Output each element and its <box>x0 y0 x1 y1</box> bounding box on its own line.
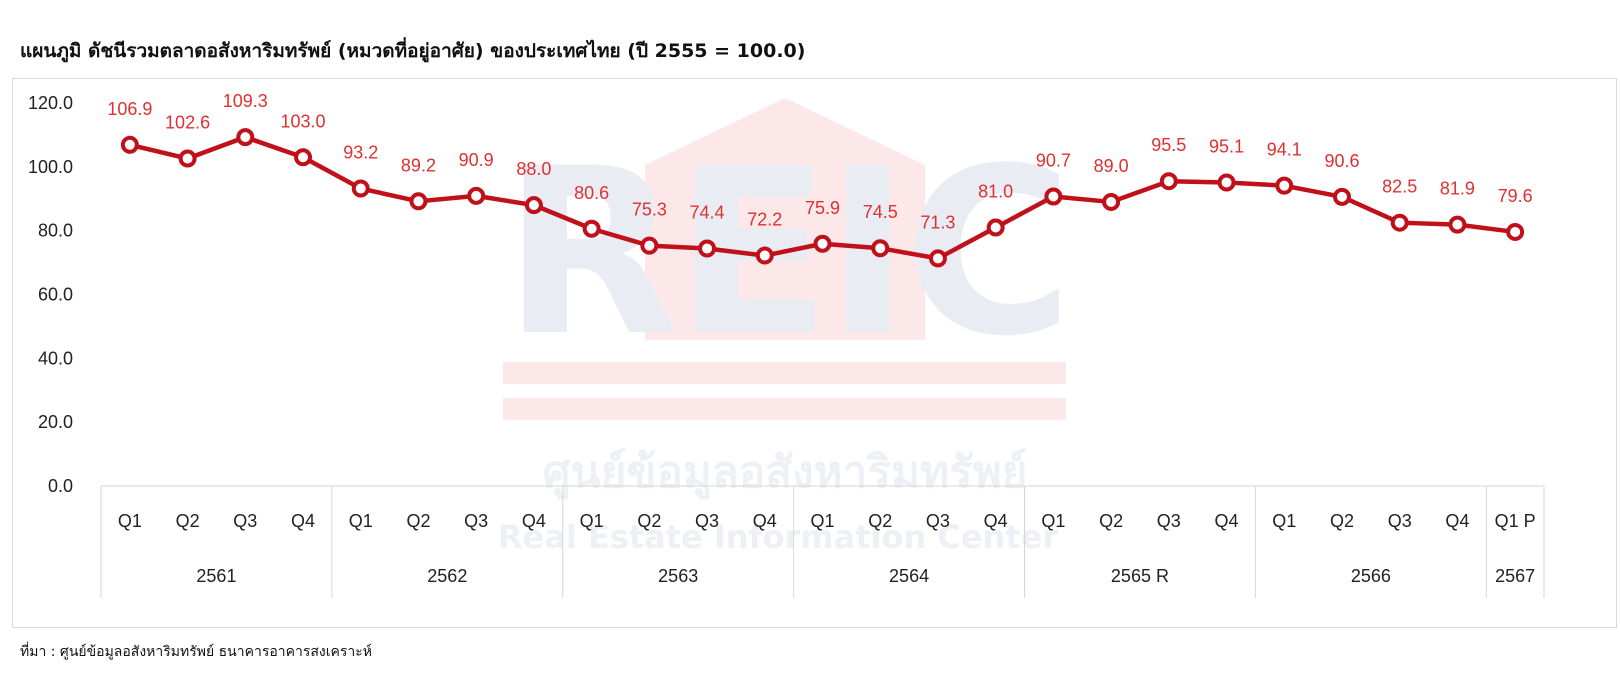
year-group-label: 2561 <box>196 566 236 586</box>
quarter-tick-label: Q3 <box>464 511 488 531</box>
quarter-tick-label: Q2 <box>1099 511 1123 531</box>
data-label: 94.1 <box>1267 140 1302 160</box>
y-tick-label: 20.0 <box>38 412 73 432</box>
data-point <box>928 249 947 268</box>
data-label: 109.3 <box>223 91 268 111</box>
data-point <box>698 239 717 258</box>
y-tick-label: 100.0 <box>28 157 73 177</box>
quarter-tick-label: Q2 <box>176 511 200 531</box>
quarter-tick-label: Q1 <box>349 511 373 531</box>
reic-watermark-logo: REIC ศูนย์ข้อมูลอสังหาริมทรัพย์ Real Est… <box>498 98 1073 556</box>
data-point <box>1159 172 1178 191</box>
data-point <box>1448 215 1467 234</box>
data-point <box>524 196 543 215</box>
data-point <box>755 246 774 265</box>
data-label: 90.9 <box>459 150 494 170</box>
quarter-tick-label: Q4 <box>984 511 1008 531</box>
quarter-tick-label: Q3 <box>1157 511 1181 531</box>
quarter-tick-label: Q3 <box>926 511 950 531</box>
data-point <box>294 148 313 167</box>
data-label: 81.9 <box>1440 179 1475 199</box>
data-label: 88.0 <box>516 159 551 179</box>
data-point <box>640 236 659 255</box>
quarter-tick-label: Q1 P <box>1495 511 1536 531</box>
y-tick-label: 120.0 <box>28 93 73 113</box>
year-group-label: 2567 <box>1495 566 1535 586</box>
year-group-label: 2565 R <box>1111 566 1169 586</box>
data-point <box>1217 173 1236 192</box>
data-point <box>178 149 197 168</box>
source-note: ที่มา : ศูนย์ข้อมูลอสังหาริมทรัพย์ ธนาคา… <box>20 644 373 660</box>
data-label: 74.5 <box>863 202 898 222</box>
chart-title: แผนภูมิ ดัชนีรวมตลาดอสังหาริมทรัพย์ (หมว… <box>20 40 806 62</box>
quarter-tick-label: Q1 <box>810 511 834 531</box>
data-point <box>813 234 832 253</box>
data-label: 95.1 <box>1209 136 1244 156</box>
data-point <box>871 239 890 258</box>
data-label: 89.0 <box>1094 156 1129 176</box>
data-point <box>1102 192 1121 211</box>
quarter-tick-label: Q4 <box>1215 511 1239 531</box>
y-tick-label: 0.0 <box>48 476 73 496</box>
data-label: 75.3 <box>632 200 667 220</box>
quarter-tick-label: Q2 <box>868 511 892 531</box>
data-label: 89.2 <box>401 155 436 175</box>
data-point <box>236 128 255 147</box>
quarter-tick-label: Q1 <box>1272 511 1296 531</box>
quarter-tick-label: Q3 <box>695 511 719 531</box>
data-label: 75.9 <box>805 198 840 218</box>
quarter-tick-label: Q4 <box>291 511 315 531</box>
data-point <box>467 186 486 205</box>
data-label: 93.2 <box>343 143 378 163</box>
data-label: 90.6 <box>1324 151 1359 171</box>
data-point <box>1332 187 1351 206</box>
year-group-label: 2566 <box>1351 566 1391 586</box>
y-tick-label: 80.0 <box>38 221 73 241</box>
data-label: 79.6 <box>1498 186 1533 206</box>
quarter-tick-label: Q2 <box>1330 511 1354 531</box>
quarter-tick-label: Q1 <box>118 511 142 531</box>
data-point <box>351 179 370 198</box>
data-label: 80.6 <box>574 183 609 203</box>
quarter-tick-label: Q3 <box>1388 511 1412 531</box>
data-point <box>986 218 1005 237</box>
data-label: 72.2 <box>747 210 782 230</box>
data-point <box>582 219 601 238</box>
data-label: 90.7 <box>1036 151 1071 171</box>
quarter-tick-label: Q3 <box>233 511 257 531</box>
quarter-tick-label: Q4 <box>1445 511 1469 531</box>
data-label: 74.4 <box>690 203 725 223</box>
year-group-label: 2564 <box>889 566 929 586</box>
data-point <box>1044 187 1063 206</box>
quarter-tick-label: Q1 <box>1041 511 1065 531</box>
watermark-logo-text: REIC <box>503 120 1068 387</box>
quarter-tick-label: Q4 <box>522 511 546 531</box>
year-group-label: 2563 <box>658 566 698 586</box>
data-point <box>120 135 139 154</box>
data-point <box>1275 176 1294 195</box>
year-group-label: 2562 <box>427 566 467 586</box>
data-label: 106.9 <box>107 99 152 119</box>
watermark-thai-name: ศูนย์ข้อมูลอสังหาริมทรัพย์ <box>543 447 1028 499</box>
quarter-tick-label: Q2 <box>406 511 430 531</box>
data-label: 82.5 <box>1382 177 1417 197</box>
data-label: 71.3 <box>920 212 955 232</box>
quarter-tick-label: Q2 <box>637 511 661 531</box>
data-label: 103.0 <box>280 111 325 131</box>
quarter-tick-label: Q1 <box>580 511 604 531</box>
chart-frame <box>12 78 1617 628</box>
watermark-english-name: Real Estate Information Center <box>498 518 1058 556</box>
data-point <box>1506 222 1525 241</box>
data-point <box>1390 213 1409 232</box>
data-label: 95.5 <box>1151 135 1186 155</box>
data-label: 102.6 <box>165 113 210 133</box>
quarter-tick-label: Q4 <box>753 511 777 531</box>
data-label: 81.0 <box>978 181 1013 201</box>
data-point <box>409 192 428 211</box>
y-tick-label: 60.0 <box>38 285 73 305</box>
y-tick-label: 40.0 <box>38 348 73 368</box>
